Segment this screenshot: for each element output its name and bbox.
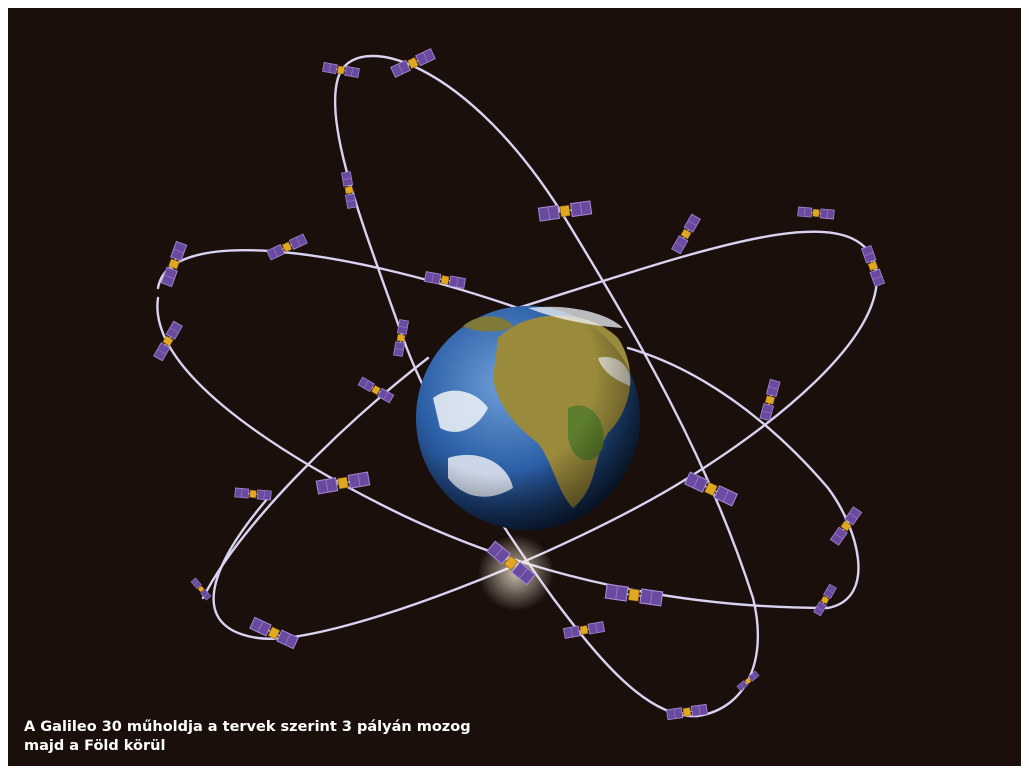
orbit-line (156, 230, 879, 640)
satellite-icon (153, 320, 183, 362)
satellite-icon (736, 670, 760, 692)
earth-globe-icon (416, 306, 640, 530)
caption-line-2: majd a Föld körül (24, 738, 166, 754)
galileo-orbit-illustration (153, 48, 886, 721)
satellite-icon (321, 61, 361, 79)
illustration-frame: A Galileo 30 műholdja a tervek szerint 3… (8, 8, 1021, 766)
satellite-icon (683, 471, 739, 507)
image-caption: A Galileo 30 műholdja a tervek szerint 3… (24, 718, 471, 756)
satellite-icon (266, 233, 308, 261)
satellite-icon (340, 170, 358, 210)
satellite-icon (248, 616, 300, 650)
satellite-icon (829, 506, 863, 546)
satellite-icon (234, 487, 272, 501)
satellite-icon (797, 206, 835, 220)
satellite-icon (392, 318, 410, 358)
satellite-icon (813, 583, 837, 617)
orbit-line (156, 296, 860, 610)
satellite-icon (665, 703, 709, 721)
satellite-icon (671, 213, 701, 255)
satellite-icon (604, 583, 664, 607)
caption-line-1: A Galileo 30 műholdja a tervek szerint 3… (24, 719, 471, 735)
satellite-icon (160, 240, 188, 288)
orbit-line (201, 356, 430, 600)
satellite-icon (860, 244, 886, 288)
